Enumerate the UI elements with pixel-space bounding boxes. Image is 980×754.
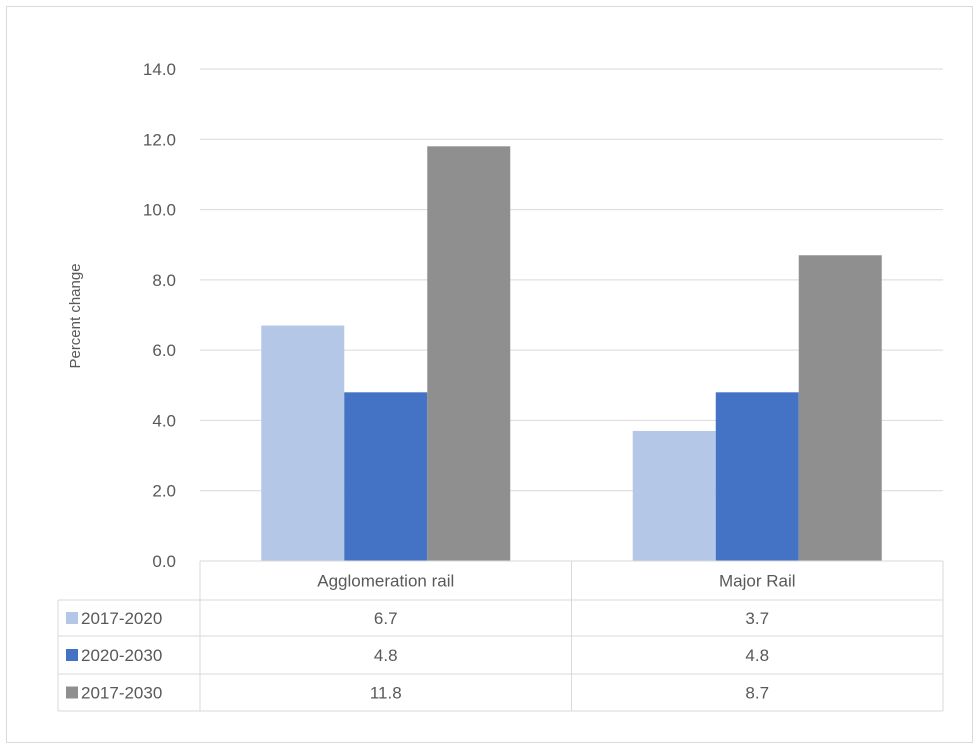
x-category-label: Major Rail xyxy=(719,572,796,591)
y-tick-label: 4.0 xyxy=(152,411,176,430)
data-table-value: 4.8 xyxy=(374,646,398,665)
y-axis-label: Percent change xyxy=(67,263,84,368)
bars xyxy=(261,146,882,562)
legend-series-name: 2020-2030 xyxy=(81,646,162,665)
bar xyxy=(427,146,511,562)
data-table: Agglomeration rail Major Rail 2017-2020 6.7… xyxy=(57,560,944,712)
data-table-value: 4.8 xyxy=(745,646,769,665)
legend-swatch xyxy=(66,612,78,624)
bar xyxy=(261,325,345,561)
data-table-value: 8.7 xyxy=(745,684,769,703)
y-tick-label: 8.0 xyxy=(152,271,176,290)
y-tick-label: 0.0 xyxy=(152,552,176,571)
y-tick-label: 10.0 xyxy=(143,201,176,220)
legend-series-name: 2017-2020 xyxy=(81,609,162,628)
x-category-label: Agglomeration rail xyxy=(317,572,454,591)
bar xyxy=(798,255,882,561)
y-tick-label: 2.0 xyxy=(152,482,176,501)
y-tick-label: 6.0 xyxy=(152,341,176,360)
legend-swatch xyxy=(66,649,78,661)
bar xyxy=(632,430,716,561)
legend-swatch xyxy=(66,686,78,699)
bar xyxy=(715,392,799,561)
y-tick-label: 12.0 xyxy=(143,130,176,149)
data-table-value: 11.8 xyxy=(370,684,402,703)
bar xyxy=(344,392,428,561)
data-table-value: 3.7 xyxy=(745,609,769,628)
legend-series-name: 2017-2030 xyxy=(81,684,162,703)
data-table-value: 6.7 xyxy=(374,609,398,628)
y-tick-label: 14.0 xyxy=(143,60,176,79)
y-axis-ticks: 0.0 2.0 4.0 6.0 8.0 10.0 12.0 14.0 xyxy=(143,60,176,571)
